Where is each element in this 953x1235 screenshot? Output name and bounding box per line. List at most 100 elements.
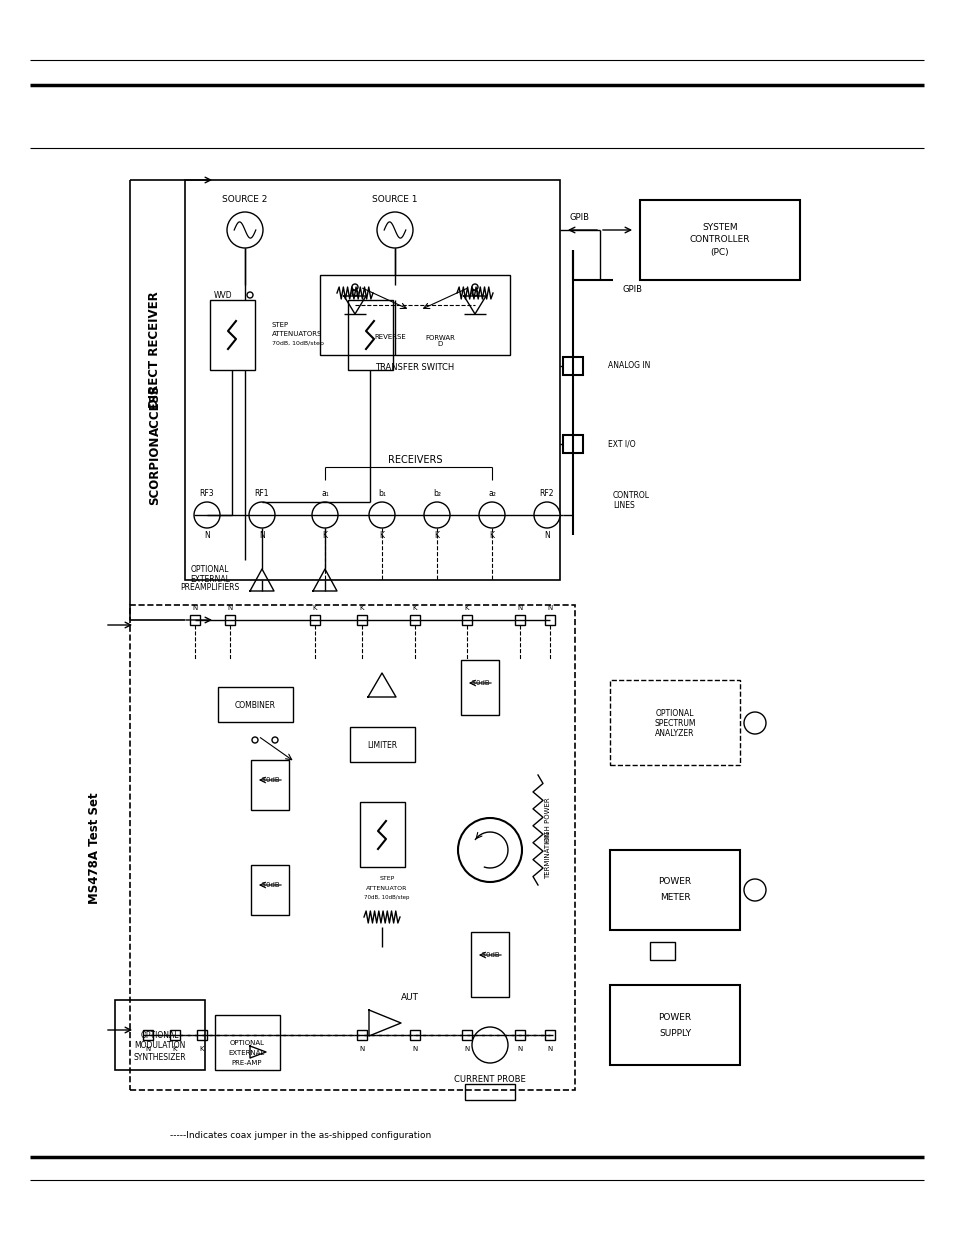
Text: OPTIONAL: OPTIONAL	[141, 1030, 179, 1040]
Text: POWER: POWER	[658, 878, 691, 887]
Text: (PC): (PC)	[710, 248, 728, 258]
Text: ATTENUATOR: ATTENUATOR	[366, 885, 407, 890]
Text: EXT I/O: EXT I/O	[607, 440, 635, 448]
Text: N: N	[517, 605, 522, 611]
Bar	[562, 357, 582, 375]
Text: N: N	[259, 531, 265, 541]
Text: EXTERNAL: EXTERNAL	[229, 1050, 265, 1056]
Bar	[214, 1015, 280, 1070]
Text: CURRENT PROBE: CURRENT PROBE	[454, 1076, 525, 1084]
Bar	[251, 760, 289, 810]
Bar	[143, 1030, 152, 1040]
Text: SUPPLY: SUPPLY	[659, 1029, 690, 1037]
Text: K: K	[413, 605, 416, 611]
Text: a₂: a₂	[488, 489, 496, 498]
Text: SOURCE 1: SOURCE 1	[372, 195, 417, 205]
Text: SPECTRUM: SPECTRUM	[654, 719, 695, 727]
Text: N: N	[204, 531, 210, 541]
Text: MODULATION: MODULATION	[134, 1041, 186, 1051]
Circle shape	[193, 501, 220, 529]
Text: RECEIVERS: RECEIVERS	[387, 454, 442, 466]
Text: N: N	[517, 1046, 522, 1052]
Bar	[609, 850, 740, 930]
Circle shape	[227, 212, 263, 248]
Circle shape	[252, 737, 257, 743]
Text: ANALOG IN: ANALOG IN	[607, 362, 650, 370]
Text: SYNTHESIZER: SYNTHESIZER	[133, 1052, 186, 1062]
Text: AUT: AUT	[400, 993, 418, 1003]
Circle shape	[423, 501, 450, 529]
Circle shape	[369, 501, 395, 529]
Bar	[461, 1030, 472, 1040]
Circle shape	[352, 290, 357, 296]
Bar	[210, 300, 254, 370]
Circle shape	[743, 713, 765, 734]
Text: ATTENUATORS: ATTENUATORS	[272, 331, 322, 337]
Circle shape	[743, 879, 765, 902]
Text: a₁: a₁	[321, 489, 329, 498]
Text: SOURCE 2: SOURCE 2	[222, 195, 268, 205]
Text: N: N	[227, 605, 233, 611]
Text: METER: METER	[659, 893, 690, 903]
Bar	[562, 435, 582, 453]
Bar	[251, 864, 289, 915]
Text: K: K	[434, 531, 439, 541]
Bar	[115, 1000, 205, 1070]
Text: STEP: STEP	[379, 877, 395, 882]
Text: MS478A Test Set: MS478A Test Set	[89, 792, 101, 904]
Text: K: K	[489, 531, 494, 541]
Text: LINES: LINES	[613, 500, 634, 510]
Circle shape	[312, 501, 337, 529]
Text: N: N	[464, 1046, 469, 1052]
Bar	[356, 615, 367, 625]
Text: OPTIONAL: OPTIONAL	[191, 566, 229, 574]
Text: K: K	[313, 605, 317, 611]
Bar	[609, 680, 740, 764]
Circle shape	[249, 501, 274, 529]
Text: POWER: POWER	[658, 1013, 691, 1021]
Text: OPTIONAL: OPTIONAL	[230, 1040, 264, 1046]
Bar	[350, 727, 415, 762]
Text: 70dB, 10dB/step: 70dB, 10dB/step	[272, 341, 323, 346]
Bar	[515, 615, 524, 625]
Text: REVERSE: REVERSE	[374, 333, 405, 340]
Bar	[461, 615, 472, 625]
Text: 70dB, 10dB/step: 70dB, 10dB/step	[364, 894, 410, 899]
Text: N: N	[547, 1046, 552, 1052]
Bar	[319, 275, 510, 354]
Bar	[544, 615, 555, 625]
Text: SYSTEM: SYSTEM	[701, 222, 737, 231]
Circle shape	[534, 501, 559, 529]
Text: -30dB: -30dB	[259, 882, 280, 888]
Text: PREAMPLIFIERS: PREAMPLIFIERS	[180, 583, 239, 593]
Text: K: K	[359, 605, 364, 611]
Bar	[190, 615, 200, 625]
Text: -30dB: -30dB	[479, 952, 499, 958]
Text: K: K	[172, 1046, 177, 1052]
Bar	[310, 615, 319, 625]
Text: HIGH POWER: HIGH POWER	[544, 797, 551, 842]
Text: ANALYZER: ANALYZER	[655, 729, 694, 737]
Text: K: K	[322, 531, 327, 541]
Bar	[460, 659, 498, 715]
Text: N: N	[359, 1046, 364, 1052]
Text: RF2: RF2	[539, 489, 554, 498]
Circle shape	[472, 284, 477, 290]
Text: STEP: STEP	[272, 322, 289, 329]
Bar	[218, 687, 293, 722]
Bar	[348, 300, 393, 370]
Bar	[649, 942, 675, 960]
Text: N: N	[543, 531, 549, 541]
Circle shape	[247, 291, 253, 298]
Text: N: N	[145, 1046, 151, 1052]
Bar	[196, 1030, 207, 1040]
Circle shape	[478, 501, 504, 529]
Text: COMBINER: COMBINER	[234, 700, 275, 709]
Text: OPTIONAL: OPTIONAL	[655, 709, 694, 718]
Text: TRANSFER SWITCH: TRANSFER SWITCH	[375, 363, 455, 373]
Text: RF3: RF3	[199, 489, 214, 498]
Text: -----Indicates coax jumper in the as-shipped configuration: -----Indicates coax jumper in the as-shi…	[170, 1130, 431, 1140]
Circle shape	[472, 1028, 507, 1063]
Bar	[359, 802, 405, 867]
Text: PRE-AMP: PRE-AMP	[232, 1060, 262, 1066]
